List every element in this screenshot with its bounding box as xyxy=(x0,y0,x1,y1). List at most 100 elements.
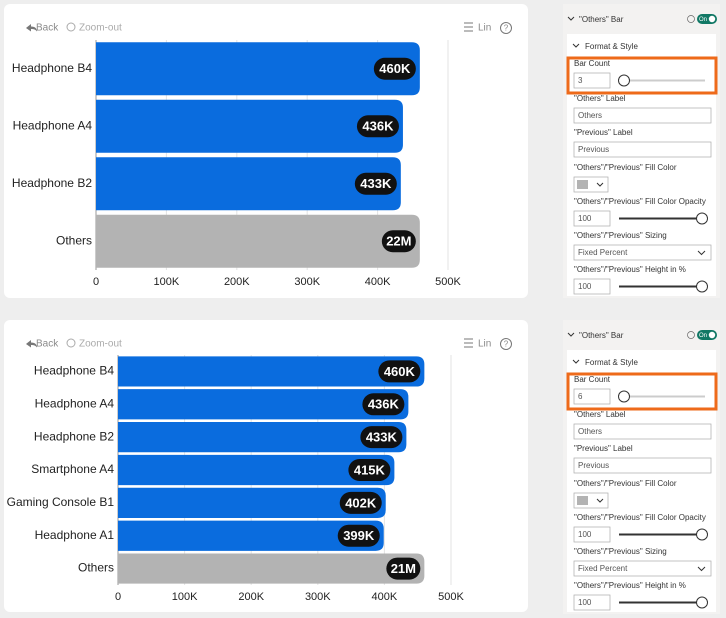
value-label: 460K xyxy=(379,61,411,76)
value-label-pill xyxy=(362,393,405,416)
bar xyxy=(118,454,395,486)
text-input[interactable] xyxy=(573,423,712,440)
field-label: "Previous" Label xyxy=(574,128,633,137)
x-tick-label: 200K xyxy=(224,276,250,288)
category-label: Headphone A4 xyxy=(35,396,115,410)
field-label: Bar Count xyxy=(574,59,611,68)
category-label: Others xyxy=(56,233,92,247)
bar xyxy=(96,42,420,96)
highlight-box xyxy=(566,372,718,411)
bar xyxy=(118,520,384,551)
zoom-out-button[interactable]: Zoom-out xyxy=(79,23,122,34)
value-label-pill xyxy=(354,172,397,195)
spin-value: 100 xyxy=(578,598,592,607)
field-label: "Others"/"Previous" Height in % xyxy=(574,581,686,590)
category-label: Gaming Console B1 xyxy=(7,495,115,509)
input-value: Previous xyxy=(578,461,609,470)
toggle-knob xyxy=(708,331,716,339)
slider-thumb[interactable] xyxy=(618,74,630,87)
text-input[interactable] xyxy=(573,141,712,158)
spin-value: 100 xyxy=(578,214,592,223)
field-label: "Previous" Label xyxy=(574,444,633,453)
scale-button[interactable]: Lin xyxy=(478,23,491,34)
spin-value: 100 xyxy=(578,530,592,539)
category-label: Headphone B2 xyxy=(12,176,92,190)
spin-input[interactable] xyxy=(573,210,611,227)
value-label: 21M xyxy=(391,561,416,576)
value-label: 433K xyxy=(366,430,398,445)
section-title: Format & Style xyxy=(585,358,638,367)
bar xyxy=(118,422,407,453)
category-label: Headphone A1 xyxy=(35,528,115,542)
panel-title: "Others" Bar xyxy=(579,331,624,340)
back-button[interactable]: Back xyxy=(36,23,59,34)
slider-thumb[interactable] xyxy=(618,390,630,403)
x-tick-label: 0 xyxy=(93,276,99,288)
spin-input[interactable] xyxy=(573,388,611,405)
field-label: "Others"/"Previous" Sizing xyxy=(574,231,667,240)
help-icon[interactable] xyxy=(500,22,512,34)
value-label-pill xyxy=(386,557,421,580)
input-value: Fixed Percent xyxy=(578,248,628,257)
slider-thumb[interactable] xyxy=(696,212,708,225)
back-button[interactable]: Back xyxy=(36,339,59,350)
bar xyxy=(118,487,386,518)
x-tick-label: 400K xyxy=(372,591,398,603)
input-value: Fixed Percent xyxy=(578,564,628,573)
spin-input[interactable] xyxy=(573,278,611,295)
help-button[interactable]: ? xyxy=(504,340,509,349)
value-label: 402K xyxy=(345,495,377,510)
category-label: Headphone B4 xyxy=(34,364,114,378)
field-label: "Others"/"Previous" Fill Color xyxy=(574,163,677,172)
value-label: 22M xyxy=(386,234,411,249)
zoom-icon xyxy=(66,338,76,348)
x-tick-label: 500K xyxy=(438,591,464,603)
help-icon[interactable] xyxy=(500,338,512,350)
chevron xyxy=(567,332,575,337)
value-label-pill xyxy=(337,524,380,547)
scale-icon xyxy=(464,338,473,348)
slider-thumb[interactable] xyxy=(696,280,708,293)
slider-thumb[interactable] xyxy=(696,596,708,609)
x-tick-label: 300K xyxy=(305,591,331,603)
x-tick-label: 100K xyxy=(172,591,198,603)
spin-value: 3 xyxy=(578,76,583,85)
info-icon xyxy=(687,331,695,339)
category-label: Others xyxy=(78,561,114,575)
input-value: Others xyxy=(578,427,602,436)
bar xyxy=(96,99,403,153)
x-tick-label: 500K xyxy=(435,276,461,288)
spin-input[interactable] xyxy=(573,526,611,543)
toggle-label: On xyxy=(699,333,707,339)
value-label-pill xyxy=(373,57,416,80)
help-button[interactable]: ? xyxy=(504,24,509,33)
dropdown-arrow xyxy=(596,498,604,503)
section-title: Format & Style xyxy=(585,42,638,51)
field-label: "Others" Label xyxy=(574,410,626,419)
value-label-pill xyxy=(360,426,403,449)
value-label-pill xyxy=(348,459,391,481)
input-value: Others xyxy=(578,111,602,120)
value-label: 433K xyxy=(360,176,392,191)
zoom-out-button[interactable]: Zoom-out xyxy=(79,339,122,350)
text-input[interactable] xyxy=(573,457,712,474)
scale-icon xyxy=(464,22,473,32)
field-label: "Others"/"Previous" Fill Color Opacity xyxy=(574,513,706,522)
spin-input[interactable] xyxy=(573,72,611,89)
dropdown[interactable] xyxy=(573,244,712,261)
text-input[interactable] xyxy=(573,107,712,124)
dropdown-arrow xyxy=(596,182,604,187)
scale-button[interactable]: Lin xyxy=(478,339,491,350)
dropdown[interactable] xyxy=(573,560,712,577)
spin-input[interactable] xyxy=(573,594,611,611)
x-tick-label: 200K xyxy=(238,591,264,603)
dropdown-arrow xyxy=(697,250,706,256)
x-tick-label: 0 xyxy=(115,591,121,603)
spin-value: 6 xyxy=(578,392,583,401)
x-tick-label: 400K xyxy=(365,276,391,288)
color-swatch xyxy=(577,496,588,505)
slider-thumb[interactable] xyxy=(696,528,708,541)
value-label: 415K xyxy=(354,462,386,477)
